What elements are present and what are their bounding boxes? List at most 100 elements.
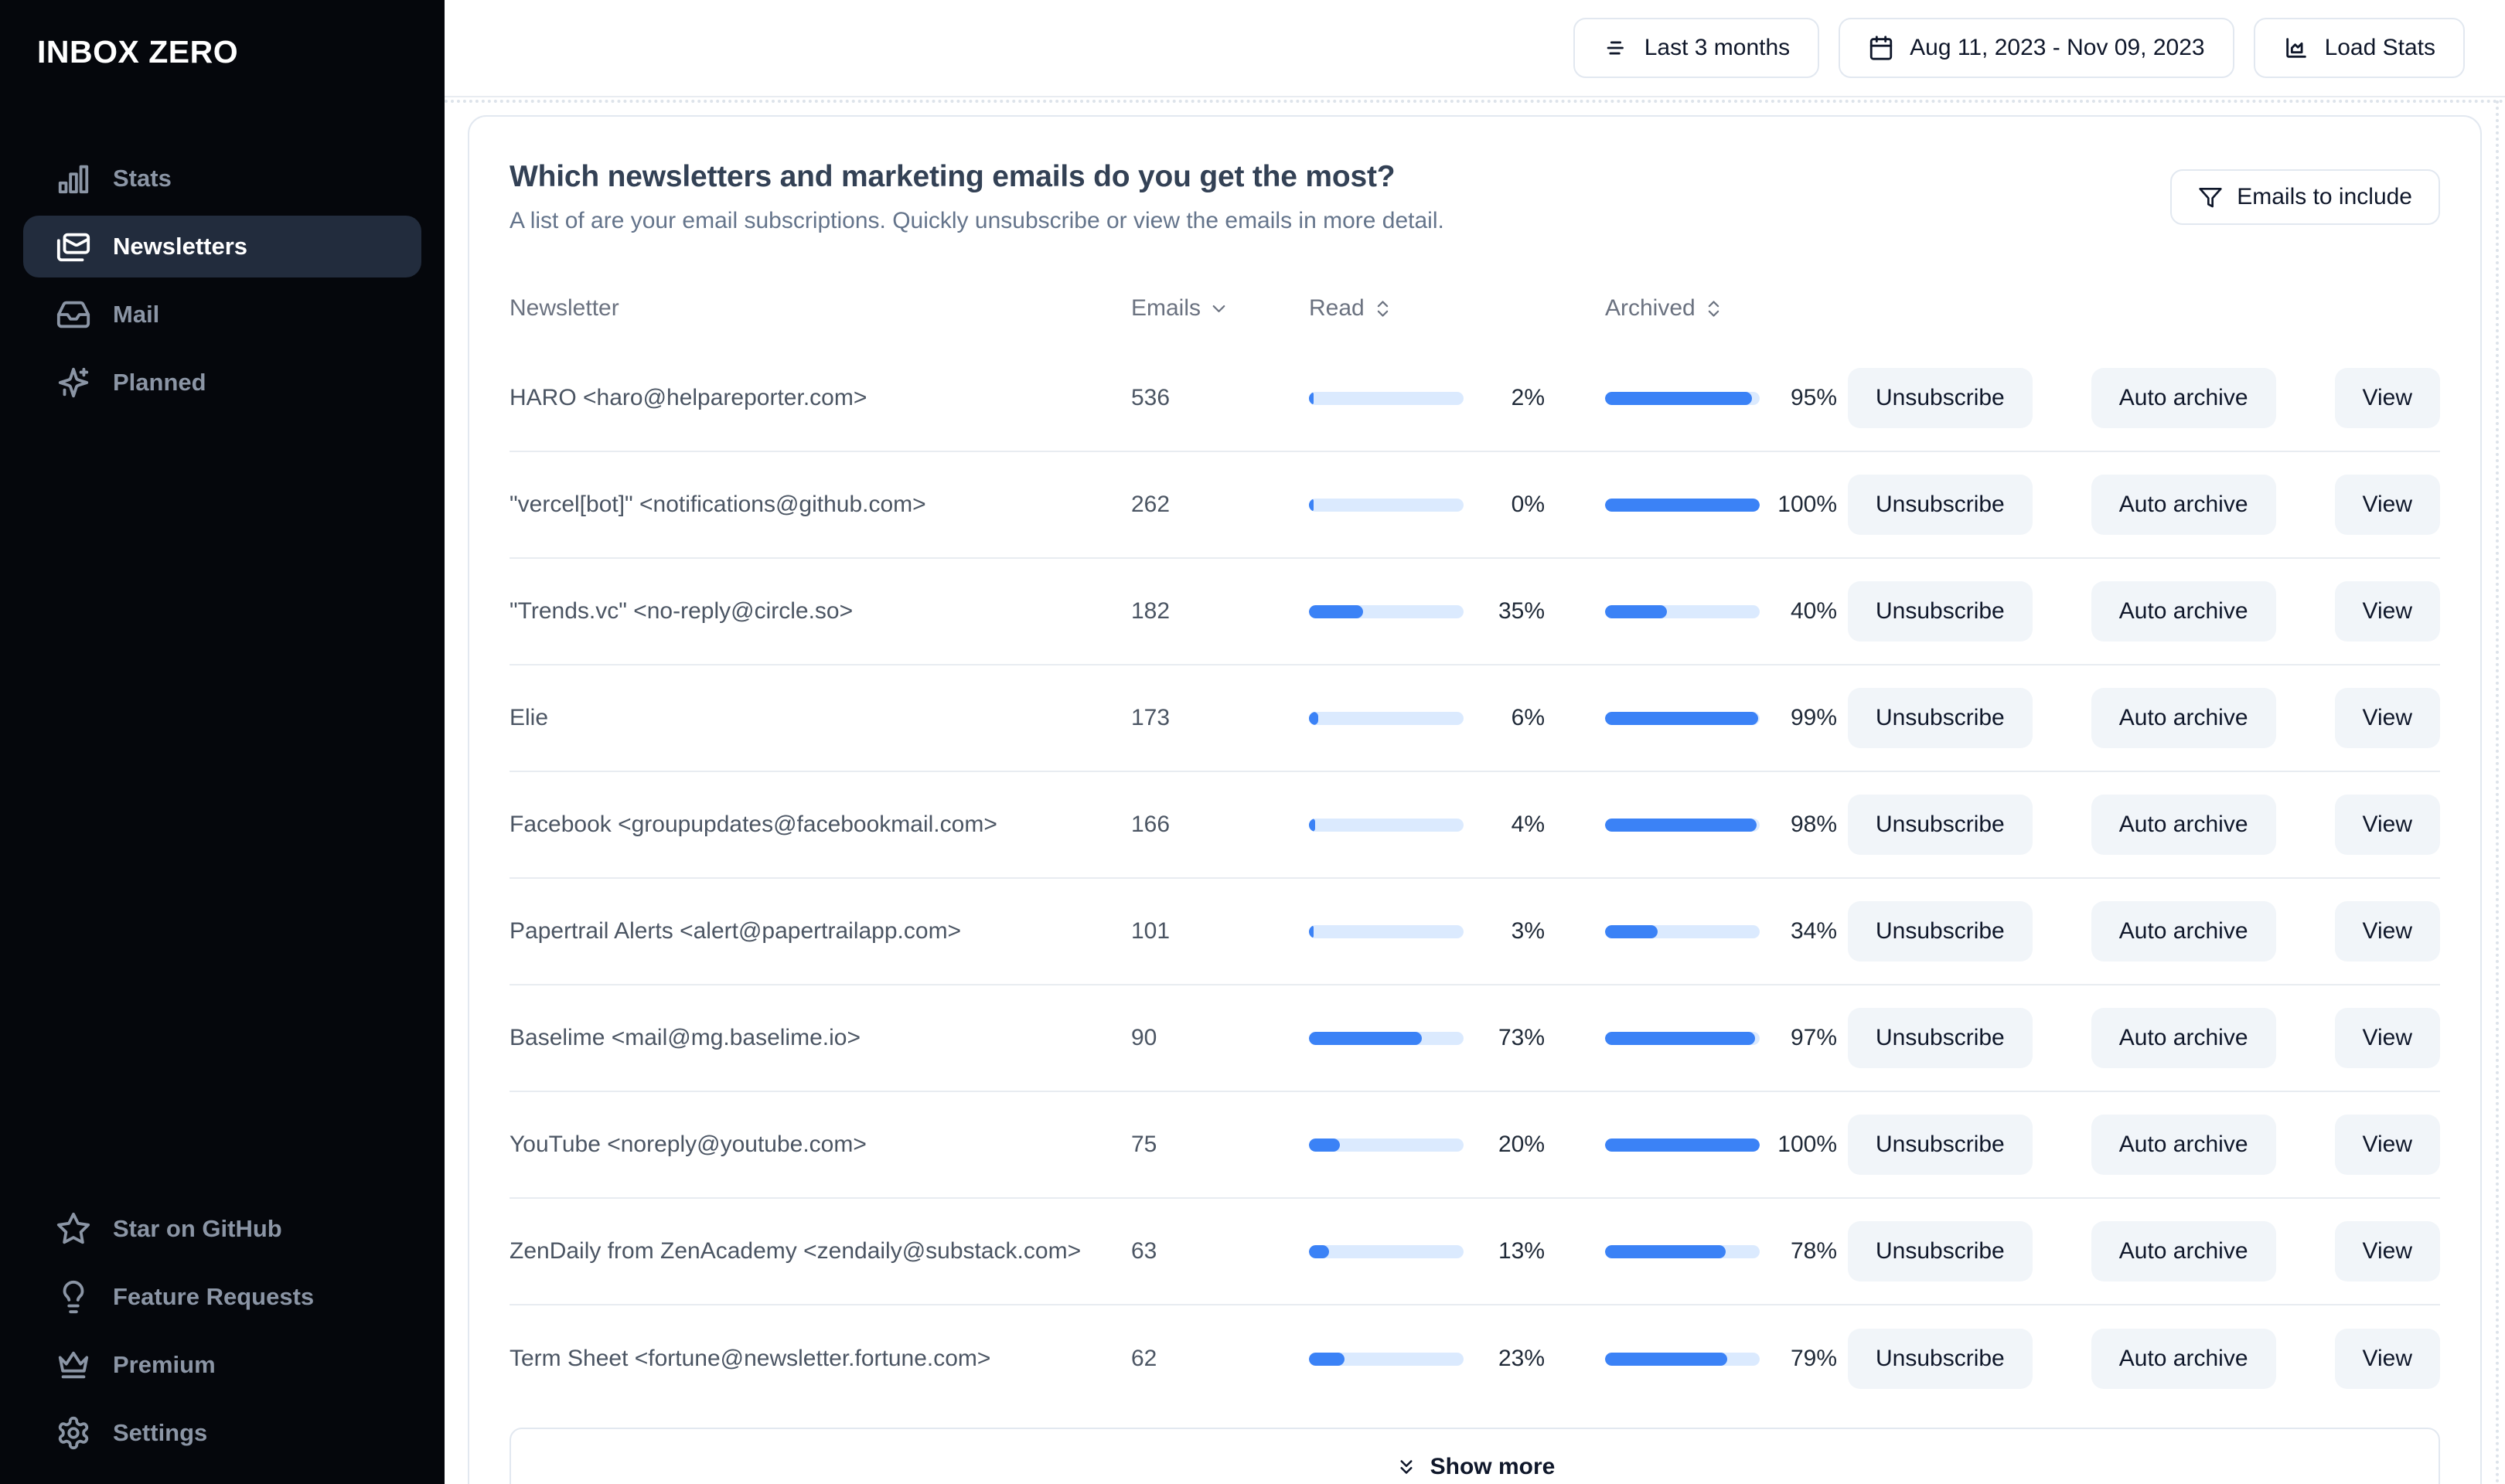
view-button[interactable]: View: [2334, 475, 2440, 535]
page-subtitle: A list of are your email subscriptions. …: [510, 208, 1444, 233]
emails-to-include-label: Emails to include: [2237, 184, 2412, 209]
unsubscribe-button[interactable]: Unsubscribe: [1848, 368, 2033, 428]
view-button[interactable]: View: [2334, 1329, 2440, 1389]
sidebar-item-premium[interactable]: Premium: [23, 1334, 421, 1396]
table-row: YouTube <noreply@youtube.com> 75 20% 100…: [510, 1092, 2440, 1199]
card-header: Which newsletters and marketing emails d…: [510, 117, 2440, 234]
unsubscribe-button[interactable]: Unsubscribe: [1848, 688, 2033, 748]
auto-archive-button[interactable]: Auto archive: [2091, 1115, 2276, 1175]
newsletter-name: YouTube <noreply@youtube.com>: [510, 1132, 867, 1157]
view-button[interactable]: View: [2334, 688, 2440, 748]
chevron-down-icon: [1208, 298, 1229, 319]
archived-cell: 40%: [1605, 598, 1837, 625]
sidebar-item-stats[interactable]: Stats: [23, 148, 421, 209]
archived-progress-bar: [1605, 604, 1760, 618]
scrollbar-track[interactable]: [2496, 100, 2499, 1484]
read-percent: 3%: [1511, 918, 1545, 944]
content-area: Which newsletters and marketing emails d…: [445, 97, 2505, 1484]
unsubscribe-button[interactable]: Unsubscribe: [1848, 1008, 2033, 1068]
read-progress-bar: [1309, 1031, 1464, 1045]
view-button[interactable]: View: [2334, 1221, 2440, 1281]
view-button[interactable]: View: [2334, 581, 2440, 642]
unsubscribe-button[interactable]: Unsubscribe: [1848, 581, 2033, 642]
sidebar-item-mail[interactable]: Mail: [23, 284, 421, 345]
auto-archive-button[interactable]: Auto archive: [2091, 368, 2276, 428]
date-range-button[interactable]: Aug 11, 2023 - Nov 09, 2023: [1839, 18, 2234, 78]
main-area: Last 3 months Aug 11, 2023 - Nov 09, 202…: [445, 0, 2505, 1484]
archived-cell: 78%: [1605, 1238, 1837, 1264]
view-button[interactable]: View: [2334, 901, 2440, 962]
sidebar-item-label: Newsletters: [113, 233, 248, 260]
archived-percent: 97%: [1790, 1025, 1837, 1050]
archived-progress-bar: [1605, 818, 1760, 832]
archived-cell: 97%: [1605, 1025, 1837, 1051]
gear-icon: [56, 1415, 91, 1451]
row-actions: Unsubscribe Auto archive View: [1848, 368, 2440, 428]
sidebar-item-settings[interactable]: Settings: [23, 1402, 421, 1464]
archived-cell: 98%: [1605, 812, 1837, 838]
auto-archive-button[interactable]: Auto archive: [2091, 1008, 2276, 1068]
read-percent: 2%: [1511, 385, 1545, 410]
auto-archive-button[interactable]: Auto archive: [2091, 901, 2276, 962]
sidebar-item-feature-requests[interactable]: Feature Requests: [23, 1266, 421, 1328]
unsubscribe-button[interactable]: Unsubscribe: [1848, 901, 2033, 962]
read-cell: 3%: [1309, 918, 1545, 945]
archived-cell: 99%: [1605, 705, 1837, 731]
sidebar-nav: Stats Newsletters Mail: [0, 148, 445, 414]
newsletter-name: Term Sheet <fortune@newsletter.fortune.c…: [510, 1346, 991, 1371]
newsletter-name: "Trends.vc" <no-reply@circle.so>: [510, 598, 854, 624]
load-stats-button[interactable]: Load Stats: [2253, 18, 2465, 78]
read-progress-bar: [1309, 1138, 1464, 1152]
sparkles-icon: [56, 365, 91, 400]
unsubscribe-button[interactable]: Unsubscribe: [1848, 795, 2033, 855]
view-button[interactable]: View: [2334, 795, 2440, 855]
read-percent: 20%: [1498, 1132, 1545, 1157]
view-button[interactable]: View: [2334, 1008, 2440, 1068]
auto-archive-button[interactable]: Auto archive: [2091, 475, 2276, 535]
column-header-emails[interactable]: Emails: [1131, 295, 1309, 322]
auto-archive-button[interactable]: Auto archive: [2091, 1329, 2276, 1389]
row-actions: Unsubscribe Auto archive View: [1848, 795, 2440, 855]
sidebar-item-star-on-github[interactable]: Star on GitHub: [23, 1198, 421, 1260]
read-percent: 4%: [1511, 812, 1545, 837]
inbox-icon: [56, 297, 91, 332]
unsubscribe-button[interactable]: Unsubscribe: [1848, 1221, 2033, 1281]
read-progress-bar: [1309, 391, 1464, 405]
emails-to-include-button[interactable]: Emails to include: [2170, 169, 2440, 225]
sidebar-item-planned[interactable]: Planned: [23, 352, 421, 414]
row-actions: Unsubscribe Auto archive View: [1848, 1221, 2440, 1281]
auto-archive-button[interactable]: Auto archive: [2091, 688, 2276, 748]
archived-progress-bar: [1605, 1031, 1760, 1045]
period-select-button[interactable]: Last 3 months: [1573, 18, 1820, 78]
unsubscribe-button[interactable]: Unsubscribe: [1848, 475, 2033, 535]
archived-percent: 40%: [1790, 598, 1837, 624]
show-more-button[interactable]: Show more: [510, 1428, 2440, 1484]
sidebar-footer-nav: Star on GitHub Feature Requests Premium: [0, 1198, 445, 1464]
archived-percent: 78%: [1790, 1238, 1837, 1264]
view-button[interactable]: View: [2334, 368, 2440, 428]
unsubscribe-button[interactable]: Unsubscribe: [1848, 1115, 2033, 1175]
sidebar-item-label: Planned: [113, 369, 206, 396]
read-progress-bar: [1309, 498, 1464, 512]
sidebar-item-newsletters[interactable]: Newsletters: [23, 216, 421, 277]
auto-archive-button[interactable]: Auto archive: [2091, 581, 2276, 642]
chevrons-down-icon: [1395, 1455, 1418, 1479]
column-header-read[interactable]: Read: [1309, 295, 1545, 322]
newsletter-name: ZenDaily from ZenAcademy <zendaily@subst…: [510, 1238, 1082, 1264]
auto-archive-button[interactable]: Auto archive: [2091, 1221, 2276, 1281]
chevrons-up-down-icon: [1703, 298, 1724, 319]
archived-progress-bar: [1605, 1138, 1760, 1152]
row-actions: Unsubscribe Auto archive View: [1848, 1329, 2440, 1389]
column-header-archived[interactable]: Archived: [1605, 295, 1837, 322]
auto-archive-button[interactable]: Auto archive: [2091, 795, 2276, 855]
unsubscribe-button[interactable]: Unsubscribe: [1848, 1329, 2033, 1389]
bar-chart-icon: [56, 161, 91, 196]
read-cell: 13%: [1309, 1238, 1545, 1264]
archived-progress-bar: [1605, 1244, 1760, 1258]
archived-percent: 99%: [1790, 705, 1837, 730]
sidebar: INBOX ZERO Stats Newsletters: [0, 0, 445, 1484]
archived-cell: 95%: [1605, 385, 1837, 411]
topbar: Last 3 months Aug 11, 2023 - Nov 09, 202…: [445, 0, 2505, 97]
view-button[interactable]: View: [2334, 1115, 2440, 1175]
read-cell: 0%: [1309, 492, 1545, 518]
